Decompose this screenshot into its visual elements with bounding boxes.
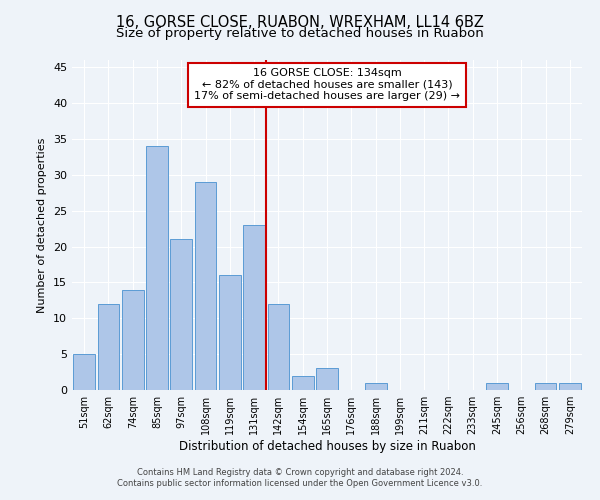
Bar (122, 290, 143, 390)
Bar (243, 225, 265, 390)
Bar (316, 368, 338, 390)
Bar (559, 383, 581, 390)
Text: Size of property relative to detached houses in Ruabon: Size of property relative to detached ho… (116, 28, 484, 40)
Bar (73, 354, 95, 390)
X-axis label: Distribution of detached houses by size in Ruabon: Distribution of detached houses by size … (179, 440, 475, 453)
Bar (219, 275, 241, 390)
Text: 16, GORSE CLOSE, RUABON, WREXHAM, LL14 6BZ: 16, GORSE CLOSE, RUABON, WREXHAM, LL14 6… (116, 15, 484, 30)
Bar (486, 383, 508, 390)
Bar (268, 304, 289, 390)
Bar (146, 146, 168, 390)
Bar (170, 240, 192, 390)
Bar (194, 182, 217, 390)
Text: 16 GORSE CLOSE: 134sqm
← 82% of detached houses are smaller (143)
17% of semi-de: 16 GORSE CLOSE: 134sqm ← 82% of detached… (194, 68, 460, 102)
Bar (365, 383, 386, 390)
Text: Contains HM Land Registry data © Crown copyright and database right 2024.
Contai: Contains HM Land Registry data © Crown c… (118, 468, 482, 487)
Bar (292, 376, 314, 390)
Bar (535, 383, 556, 390)
Bar (97, 304, 119, 390)
Y-axis label: Number of detached properties: Number of detached properties (37, 138, 47, 312)
